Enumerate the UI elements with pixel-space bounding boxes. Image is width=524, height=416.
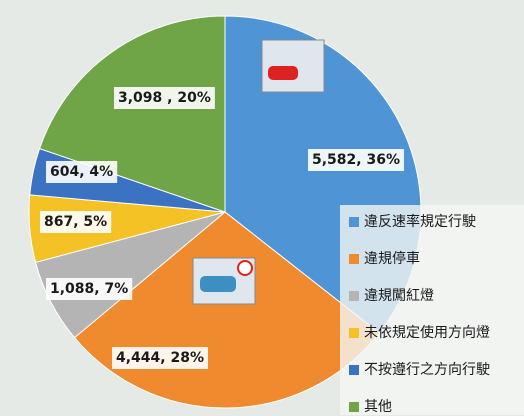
data-label: 5,582, 36% (312, 152, 400, 168)
legend-swatch (349, 365, 359, 375)
icon-car (200, 276, 236, 292)
legend-swatch (349, 402, 359, 412)
legend-swatch (349, 328, 359, 338)
data-label: 867, 5% (44, 214, 107, 230)
legend-label: 違規停車 (364, 250, 420, 267)
legend-label: 其他 (364, 399, 392, 415)
legend-box (340, 205, 524, 415)
data-label-bg (114, 87, 215, 109)
icon-sign (237, 260, 253, 276)
legend-swatch (349, 291, 359, 301)
icon-parking (192, 257, 256, 305)
data-label-bg (40, 211, 112, 233)
data-label-bg (112, 347, 208, 369)
legend-label: 未依規定使用方向燈 (364, 324, 490, 341)
data-label: 604, 4% (50, 164, 113, 180)
legend-label: 違反速率規定行駛 (364, 213, 476, 230)
icon-car (268, 66, 298, 80)
icon-speeding (261, 39, 325, 93)
legend-label: 違規闖紅燈 (364, 288, 434, 304)
data-label: 4,444, 28% (116, 350, 204, 366)
data-label: 1,088, 7% (50, 281, 128, 297)
data-label-bg (46, 161, 118, 183)
labels: 5,582, 36% 4,444, 28% 1,088, 7% 867, 5% 604,… (40, 87, 404, 369)
data-label: 3,098 , 20% (118, 90, 211, 106)
legend-label: 不按遵行之方向行駛 (364, 361, 490, 378)
legend-swatch (349, 217, 359, 227)
data-label-bg (46, 278, 133, 300)
legend-swatch (349, 254, 359, 264)
data-label-bg (308, 149, 404, 171)
